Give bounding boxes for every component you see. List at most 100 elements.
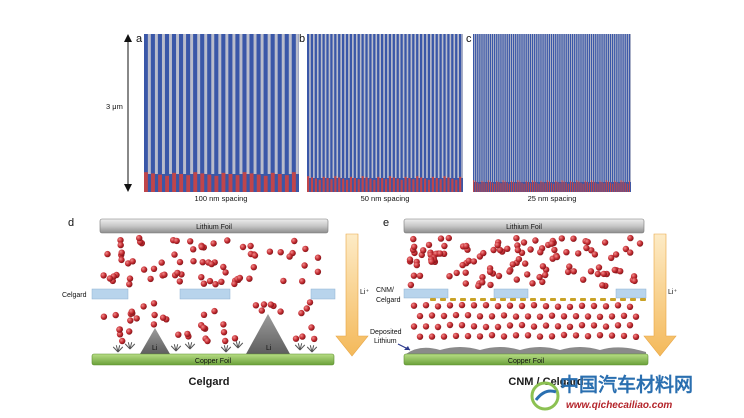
deposit-stripe xyxy=(431,176,434,192)
li-ion xyxy=(602,303,610,310)
spike xyxy=(235,341,239,349)
stripe xyxy=(449,34,452,178)
li-ion xyxy=(446,302,454,309)
li-ion xyxy=(590,302,598,310)
li-ion xyxy=(566,323,574,330)
panel-c-25nm xyxy=(473,34,631,192)
diagram-d-ions xyxy=(100,234,322,345)
li-ion xyxy=(480,249,487,257)
li-ion xyxy=(524,271,531,278)
spike xyxy=(299,343,303,351)
deposit-stripe xyxy=(326,178,329,192)
deposit-stripe xyxy=(628,180,631,192)
deposit-stripe xyxy=(565,182,567,192)
deposit-stripe xyxy=(361,176,364,192)
li-ion xyxy=(220,329,228,336)
li-ion xyxy=(632,333,640,340)
deposit-stripe xyxy=(214,175,219,192)
deposit-stripe xyxy=(624,182,626,192)
deposit-stripe xyxy=(455,179,458,192)
stripe xyxy=(571,34,572,182)
li-ion xyxy=(150,321,158,328)
stripe xyxy=(491,34,492,182)
li-ion xyxy=(416,333,424,340)
stripe xyxy=(543,34,545,182)
stripe xyxy=(590,34,591,182)
stripe xyxy=(581,34,583,182)
deposit-stripe xyxy=(544,183,546,192)
deposit-stripe xyxy=(504,181,506,192)
diagram-e-separator-label-1: CNM/ xyxy=(376,287,394,294)
li-ion xyxy=(612,251,620,258)
deposit-stripe xyxy=(561,180,563,192)
li-ion xyxy=(465,257,472,264)
li-ion xyxy=(129,258,136,265)
spike xyxy=(129,342,133,350)
stripe xyxy=(225,34,229,174)
stripe xyxy=(509,34,511,182)
li-ion xyxy=(513,235,520,242)
li-ion xyxy=(504,245,511,252)
li-ion xyxy=(532,237,539,244)
li-ion xyxy=(513,276,520,283)
deposit-stripe xyxy=(284,175,289,192)
stripe xyxy=(554,34,556,182)
li-ion xyxy=(150,300,158,307)
li-ion xyxy=(410,323,418,330)
li-ion xyxy=(100,272,107,279)
deposit-stripe xyxy=(479,183,481,192)
li-ion xyxy=(140,303,147,310)
li-ion xyxy=(529,280,536,287)
stripe xyxy=(568,34,570,182)
li-ion xyxy=(608,254,615,262)
li-ion xyxy=(462,269,469,276)
li-ion xyxy=(614,322,622,329)
deposit-stripe xyxy=(563,181,565,192)
diagram-d-separator: Celgard xyxy=(62,288,336,300)
li-ion xyxy=(464,312,472,319)
stripe xyxy=(147,34,151,174)
deposit-stripe xyxy=(576,180,578,192)
li-ion xyxy=(572,332,580,339)
li-ion xyxy=(100,313,108,320)
li-ion xyxy=(127,317,134,324)
li-ion xyxy=(479,274,486,281)
spike xyxy=(175,344,179,352)
stripe xyxy=(169,34,172,174)
li-ion xyxy=(599,282,606,289)
li-ion xyxy=(515,256,523,263)
spike xyxy=(294,344,301,351)
stripe xyxy=(414,34,417,178)
diagram-d-copper-foil-label: Copper Foil xyxy=(195,358,232,365)
panel-b-caption: 50 nm spacing xyxy=(361,194,410,203)
deposit-stripe xyxy=(540,180,542,192)
cnm-dash xyxy=(540,298,546,301)
deposit-stripe xyxy=(614,180,616,192)
deposit-stripe xyxy=(513,182,515,192)
deposit-stripe xyxy=(235,175,240,192)
li-ion xyxy=(410,302,418,309)
li-ion xyxy=(306,299,314,306)
li-ion xyxy=(128,308,135,315)
stripe xyxy=(625,34,627,182)
li-ion xyxy=(512,332,520,339)
stripe xyxy=(482,34,484,182)
deposit-stripe xyxy=(580,182,582,192)
stripe xyxy=(437,34,440,178)
li-ion xyxy=(291,237,298,245)
cnm-dash xyxy=(510,298,516,301)
li-ion xyxy=(587,268,595,275)
li-ion xyxy=(527,246,534,253)
deposit-stripe xyxy=(334,176,337,192)
li-ion xyxy=(476,313,484,320)
stripe xyxy=(592,34,594,182)
cnm-dash xyxy=(500,298,506,301)
stripe xyxy=(391,34,393,178)
stripe xyxy=(558,34,560,182)
li-ion xyxy=(119,337,126,345)
stripe xyxy=(246,34,250,174)
stripe xyxy=(281,34,285,174)
deposit-stripe xyxy=(330,179,333,192)
stripe xyxy=(359,34,362,178)
